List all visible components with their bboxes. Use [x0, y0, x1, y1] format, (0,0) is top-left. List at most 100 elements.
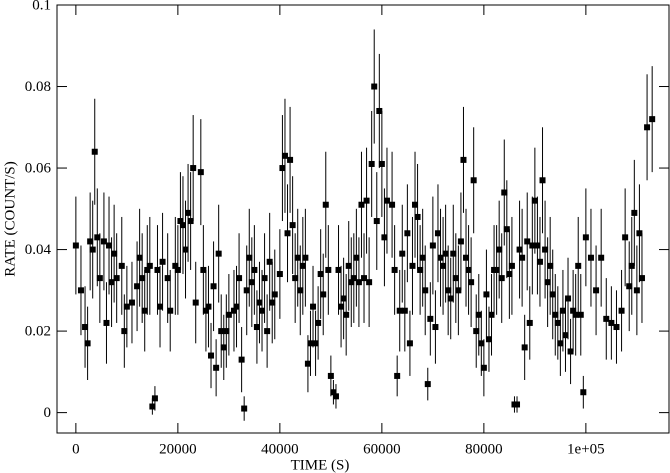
- data-point: [111, 250, 118, 257]
- data-point: [622, 234, 629, 241]
- data-point: [330, 389, 337, 396]
- data-point: [389, 201, 396, 208]
- data-point: [317, 271, 324, 278]
- data-point: [197, 169, 204, 176]
- data-point: [253, 324, 260, 331]
- data-point: [424, 381, 431, 388]
- data-point: [236, 275, 243, 282]
- data-point: [529, 242, 536, 249]
- data-point: [297, 287, 304, 294]
- data-point: [233, 303, 240, 310]
- data-point: [521, 344, 528, 351]
- data-point: [618, 307, 625, 314]
- data-point: [118, 262, 125, 269]
- data-point: [534, 242, 541, 249]
- data-point: [404, 230, 411, 237]
- data-point: [412, 201, 419, 208]
- data-point: [383, 197, 390, 204]
- data-point: [89, 246, 96, 253]
- data-point: [636, 230, 643, 237]
- data-point: [570, 307, 577, 314]
- data-point: [587, 254, 594, 261]
- data-point: [72, 242, 79, 249]
- x-tick-label: 60000: [363, 441, 401, 457]
- data-point: [463, 254, 470, 261]
- data-point: [103, 319, 110, 326]
- data-point: [146, 262, 153, 269]
- data-point: [287, 156, 294, 163]
- data-point: [248, 279, 255, 286]
- data-point: [450, 250, 457, 257]
- data-point: [304, 360, 311, 367]
- data-point: [457, 238, 464, 245]
- data-point: [139, 275, 146, 282]
- data-point: [598, 254, 605, 261]
- data-point: [437, 254, 444, 261]
- data-point: [626, 283, 633, 290]
- data-point: [205, 303, 212, 310]
- data-point: [241, 405, 248, 412]
- data-point: [84, 340, 91, 347]
- data-point: [345, 262, 352, 269]
- data-point: [508, 262, 515, 269]
- data-point: [289, 222, 296, 229]
- data-point: [442, 250, 449, 257]
- data-point: [399, 250, 406, 257]
- data-point: [243, 287, 250, 294]
- data-point: [485, 336, 492, 343]
- data-point: [256, 299, 263, 306]
- data-point: [87, 238, 94, 245]
- data-point: [376, 107, 383, 114]
- data-point: [279, 165, 286, 172]
- data-point: [230, 307, 237, 314]
- data-point: [361, 275, 368, 282]
- data-point: [106, 242, 113, 249]
- data-point: [447, 295, 454, 302]
- x-tick-label: 20000: [159, 441, 197, 457]
- data-point: [172, 262, 179, 269]
- y-tick-label: 0.02: [25, 324, 51, 340]
- data-point: [322, 201, 329, 208]
- data-point: [182, 246, 189, 253]
- x-tick-label: 40000: [261, 441, 299, 457]
- data-point: [470, 177, 477, 184]
- data-point: [94, 234, 101, 241]
- data-point: [371, 83, 378, 90]
- data-point: [363, 197, 370, 204]
- data-point: [432, 324, 439, 331]
- data-point: [302, 254, 309, 261]
- data-point: [348, 279, 355, 286]
- data-point: [557, 340, 564, 347]
- data-point: [475, 311, 482, 318]
- data-point: [498, 275, 505, 282]
- data-point: [501, 189, 508, 196]
- data-point: [190, 165, 197, 172]
- data-point: [358, 201, 365, 208]
- data-point: [134, 283, 141, 290]
- data-point: [159, 258, 166, 265]
- x-tick-label: 0: [72, 441, 80, 457]
- data-point: [332, 393, 339, 400]
- data-point: [320, 291, 327, 298]
- data-point: [284, 230, 291, 237]
- data-point: [391, 266, 398, 273]
- data-point: [531, 197, 538, 204]
- data-point: [177, 218, 184, 225]
- data-point: [549, 291, 556, 298]
- data-point: [350, 275, 357, 282]
- data-point: [276, 271, 283, 278]
- data-point: [151, 395, 158, 402]
- data-point: [414, 213, 421, 220]
- data-point: [644, 124, 651, 131]
- data-point: [338, 303, 345, 310]
- data-point: [638, 275, 645, 282]
- data-point: [192, 299, 199, 306]
- data-point: [417, 266, 424, 273]
- data-point: [488, 311, 495, 318]
- plot-frame: [56, 4, 670, 434]
- data-point: [141, 307, 148, 314]
- data-point: [366, 279, 373, 286]
- data-point: [552, 311, 559, 318]
- data-point: [565, 295, 572, 302]
- data-point: [215, 250, 222, 257]
